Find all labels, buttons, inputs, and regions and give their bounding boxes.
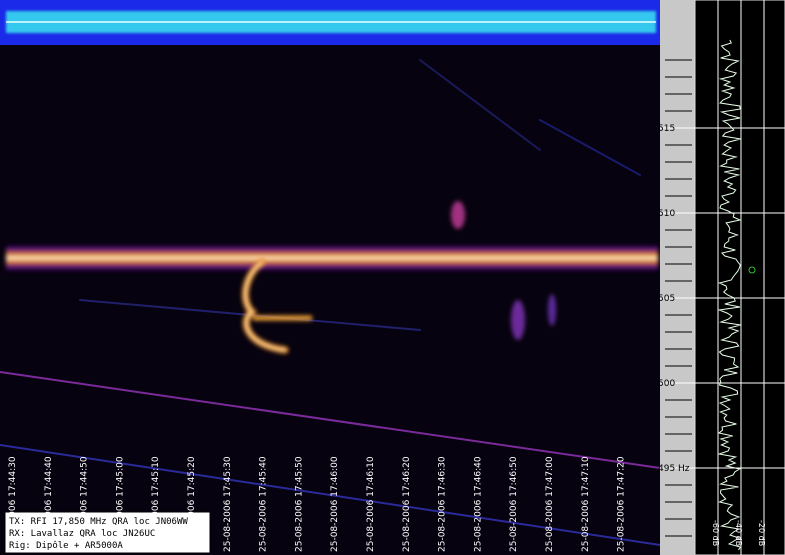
time-label: 25-08-2006 17:45:20 <box>187 456 197 552</box>
time-label: 25-08-2006 17:47:20 <box>617 456 627 552</box>
time-label: 25-08-2006 17:47:10 <box>581 456 591 552</box>
time-label: 25-08-2006 17:46:40 <box>473 456 483 552</box>
level-label: -20 dB <box>757 520 766 546</box>
level-label: -40 dB <box>734 520 743 546</box>
time-label: 25-08-2006 17:46:20 <box>402 456 412 552</box>
info-line: RX: Lavallaz QRA loc JN26UC <box>9 529 155 539</box>
level-panel <box>695 0 785 555</box>
time-label: 25-08-2006 17:45:30 <box>223 456 233 552</box>
spectrogram-window: 515510505500495 Hz25-08-2006 17:44:3025-… <box>0 0 785 555</box>
frequency-label: 505 <box>658 294 675 304</box>
frequency-label: 500 <box>658 379 675 389</box>
level-label: -60 dB <box>711 520 720 546</box>
frequency-label: 515 <box>658 124 675 134</box>
carrier-trace <box>6 244 658 272</box>
frequency-label: 510 <box>658 209 675 219</box>
time-label: 25-08-2006 17:45:50 <box>294 456 304 552</box>
frequency-label: 495 Hz <box>658 464 690 474</box>
time-label: 25-08-2006 17:47:00 <box>545 456 555 552</box>
info-line: TX: RFI 17,850 MHz QRA loc JN06WW <box>9 517 188 527</box>
info-line: Rig: Dipôle + AR5000A <box>9 540 123 551</box>
time-label: 25-08-2006 17:46:30 <box>438 456 448 552</box>
time-label: 25-08-2006 17:45:40 <box>259 456 269 552</box>
time-label: 25-08-2006 17:46:10 <box>366 456 376 552</box>
time-label: 25-08-2006 17:46:00 <box>330 456 340 552</box>
time-label: 25-08-2006 17:46:50 <box>509 456 519 552</box>
